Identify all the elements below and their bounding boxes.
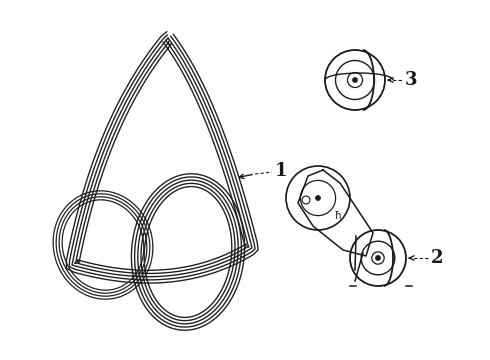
Text: ħ: ħ [335, 211, 342, 221]
Circle shape [375, 256, 381, 261]
Circle shape [352, 77, 358, 82]
Text: 1: 1 [275, 162, 288, 180]
Circle shape [316, 195, 320, 201]
Text: 2: 2 [431, 249, 443, 267]
Text: 3: 3 [405, 71, 417, 89]
